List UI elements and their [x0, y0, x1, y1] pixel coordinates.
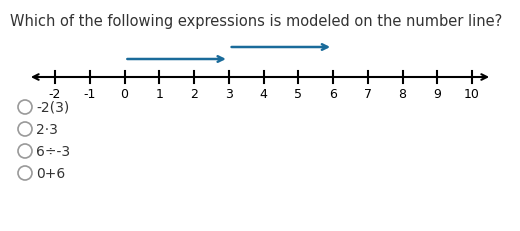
Text: 5: 5 [294, 88, 302, 100]
Text: 6÷-3: 6÷-3 [36, 144, 70, 158]
Text: -2(3): -2(3) [36, 100, 69, 115]
Text: 6: 6 [329, 88, 337, 100]
Text: Which of the following expressions is modeled on the number line?: Which of the following expressions is mo… [10, 14, 502, 29]
Text: 1: 1 [155, 88, 163, 100]
Text: -1: -1 [84, 88, 96, 100]
Text: 8: 8 [398, 88, 407, 100]
Text: -2: -2 [49, 88, 61, 100]
Text: 10: 10 [464, 88, 480, 100]
Text: 9: 9 [433, 88, 441, 100]
Text: 7: 7 [364, 88, 372, 100]
Text: 2·3: 2·3 [36, 122, 58, 137]
Text: 4: 4 [259, 88, 267, 100]
Text: 0: 0 [121, 88, 128, 100]
Text: 0+6: 0+6 [36, 166, 65, 180]
Text: 3: 3 [225, 88, 232, 100]
Text: 2: 2 [190, 88, 198, 100]
